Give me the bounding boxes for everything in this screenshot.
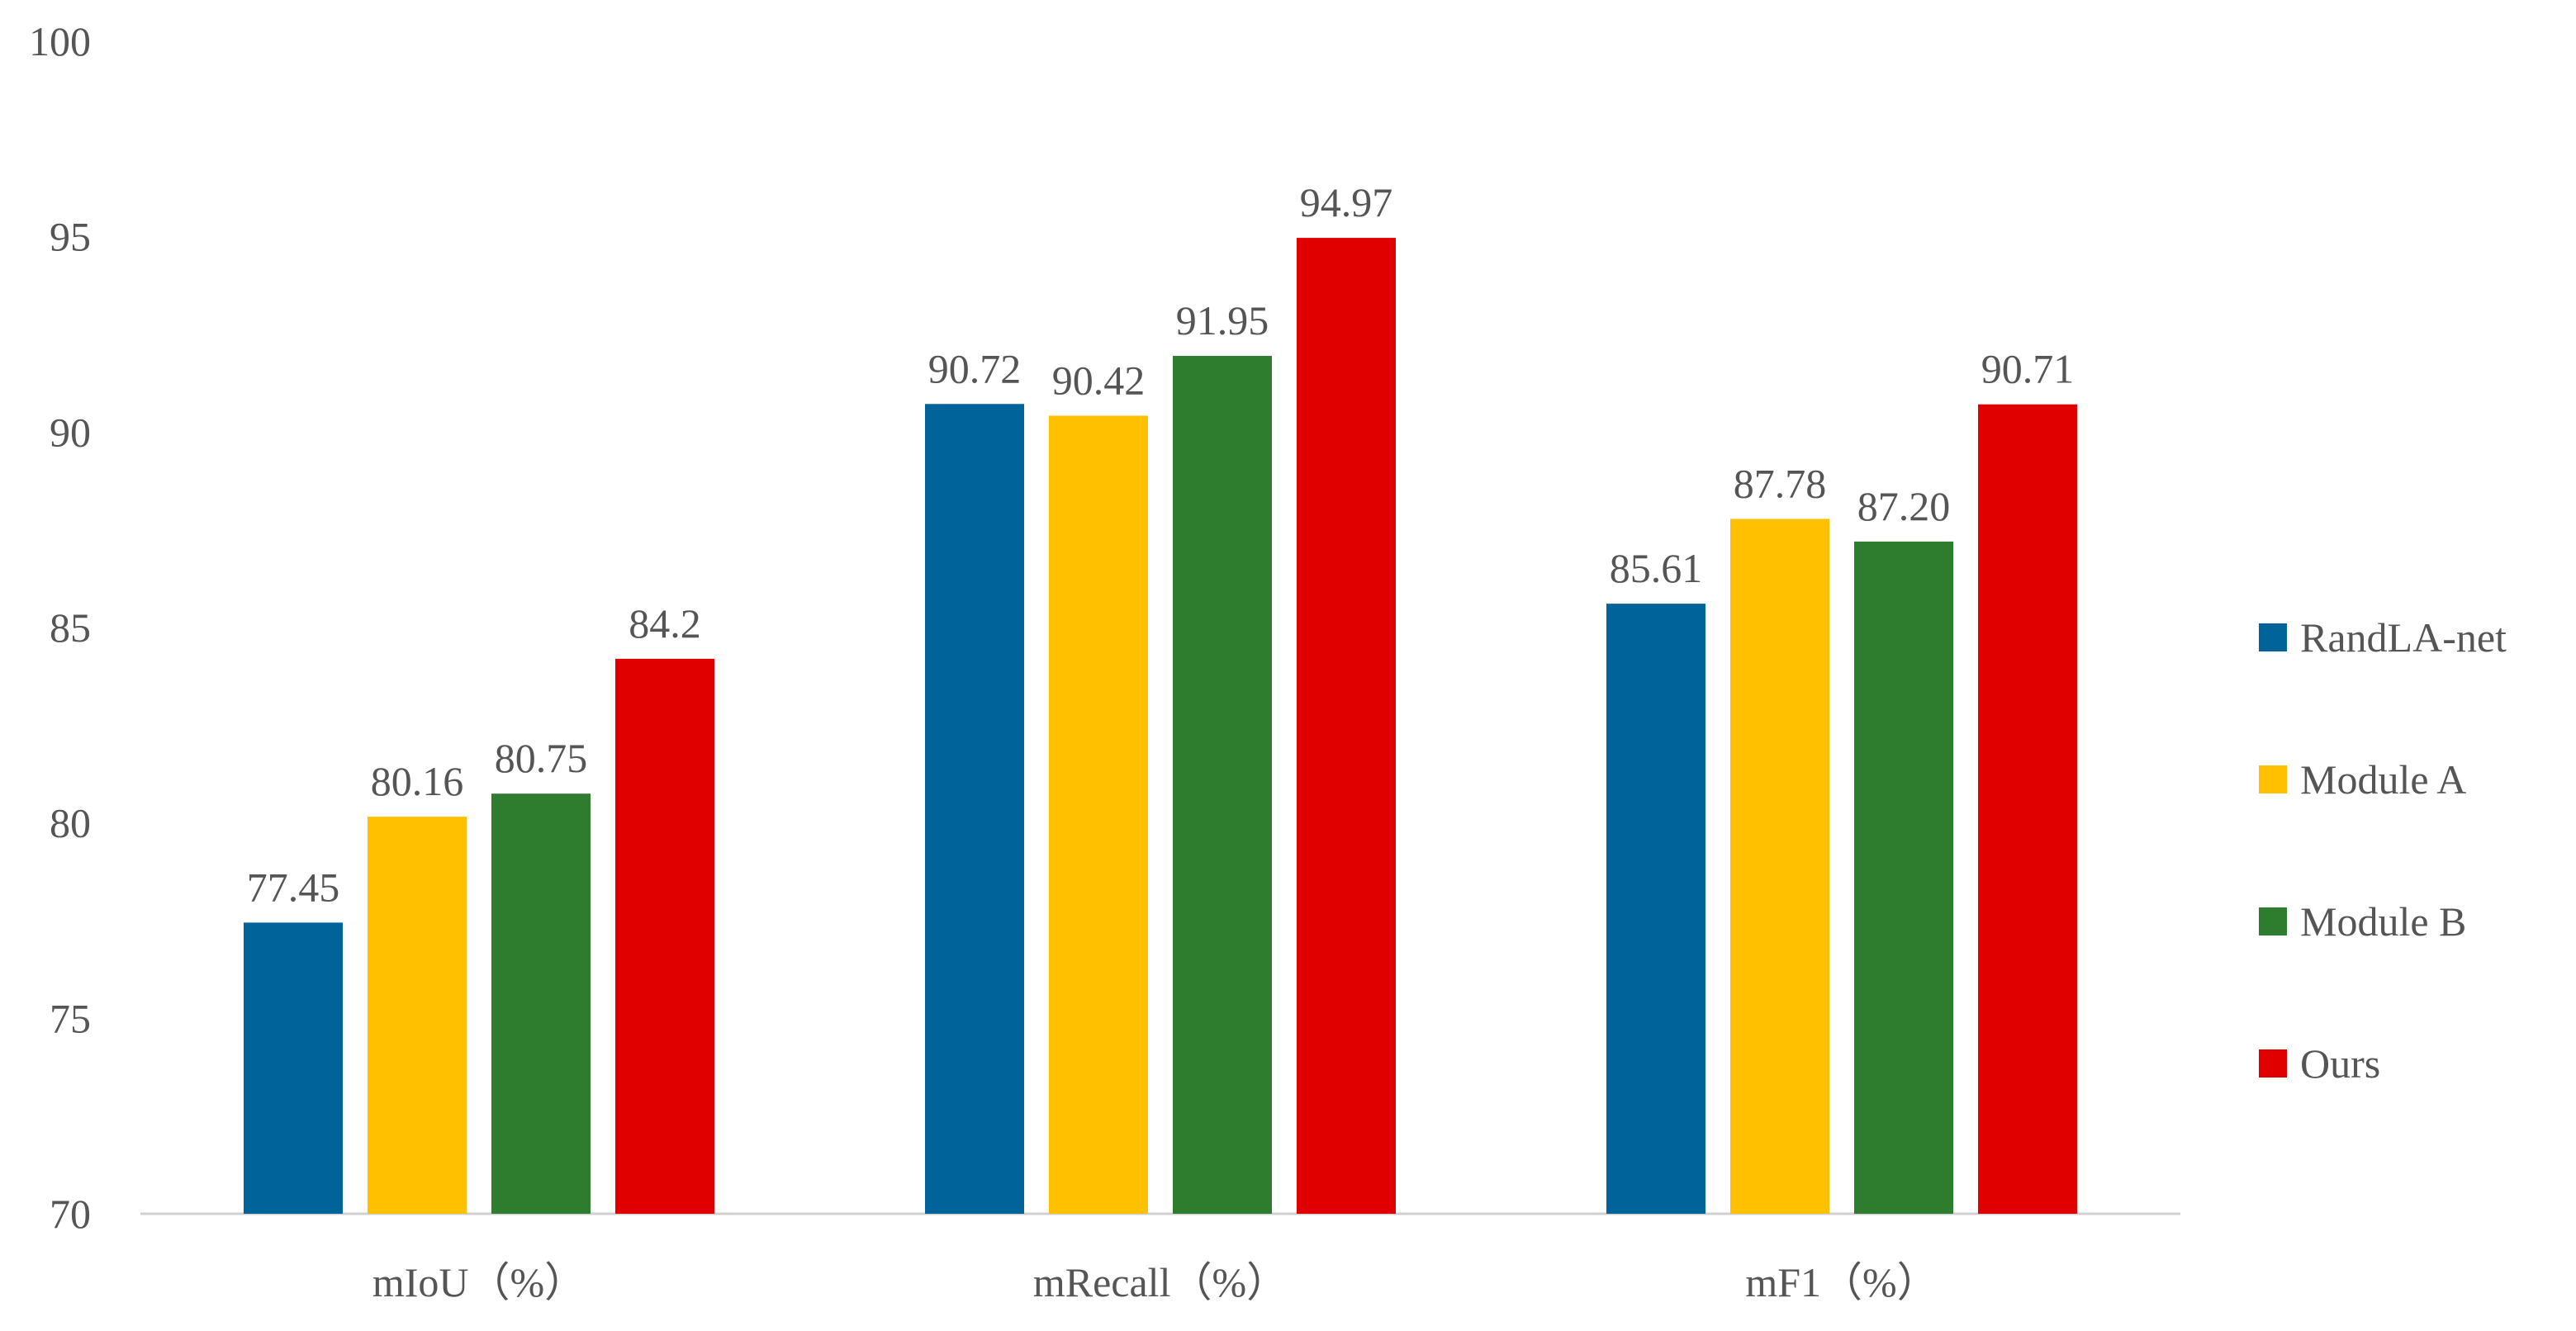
data-label: 90.71 xyxy=(1981,346,2075,392)
legend-label: Module A xyxy=(2300,756,2466,803)
bar-ours xyxy=(615,658,714,1214)
legend-swatch xyxy=(2259,907,2287,935)
x-tick-label: mIoU（%） xyxy=(372,1259,586,1305)
data-labels: 77.45 80.16 80.75 84.2 90.72 90.42 91.95 94.97 8… xyxy=(247,179,2075,910)
x-tick-label: mF1（%） xyxy=(1745,1259,1938,1305)
data-label: 80.75 xyxy=(495,735,588,781)
category-labels: mIoU（%） mRecall（%） mF1（%） xyxy=(372,1259,1938,1305)
y-tick-label: 100 xyxy=(29,18,91,64)
y-tick-label: 90 xyxy=(50,409,91,455)
data-label: 87.20 xyxy=(1857,483,1951,529)
y-tick-label: 85 xyxy=(50,604,91,651)
data-label: 91.95 xyxy=(1176,297,1269,343)
legend: RandLA-net Module A Module B Ours xyxy=(2259,614,2507,1087)
legend-swatch xyxy=(2259,765,2287,793)
data-label: 80.16 xyxy=(371,758,464,804)
data-label: 90.72 xyxy=(928,345,1022,391)
bar-ours xyxy=(1297,238,1396,1214)
bar-module-b xyxy=(1173,356,1272,1214)
bar-module-a xyxy=(1049,415,1148,1214)
data-label: 90.42 xyxy=(1052,357,1146,403)
x-tick-label: mRecall（%） xyxy=(1033,1259,1288,1305)
legend-swatch xyxy=(2259,623,2287,651)
bar-randla-net xyxy=(925,404,1024,1215)
bar-randla-net xyxy=(244,922,343,1214)
bar-module-b xyxy=(491,793,591,1214)
legend-label: Ours xyxy=(2300,1040,2380,1087)
y-axis-ticks: 70 75 80 85 90 95 100 xyxy=(29,18,91,1237)
data-label: 94.97 xyxy=(1300,179,1393,225)
y-tick-label: 95 xyxy=(50,214,91,260)
data-label: 85.61 xyxy=(1610,545,1703,591)
data-label: 87.78 xyxy=(1734,460,1827,506)
legend-label: Module B xyxy=(2300,898,2466,945)
bar-module-b xyxy=(1854,541,1953,1214)
legend-label: RandLA-net xyxy=(2300,614,2507,661)
bar-module-a xyxy=(1730,519,1829,1214)
y-tick-label: 80 xyxy=(50,800,91,846)
bar-ours xyxy=(1978,404,2077,1214)
y-tick-label: 70 xyxy=(50,1191,91,1237)
bar-module-a xyxy=(368,817,467,1214)
data-label: 84.2 xyxy=(629,600,701,647)
legend-swatch xyxy=(2259,1049,2287,1078)
bar-randla-net xyxy=(1606,604,1705,1214)
bars xyxy=(244,238,2077,1215)
data-label: 77.45 xyxy=(247,864,340,910)
y-tick-label: 75 xyxy=(50,995,91,1041)
